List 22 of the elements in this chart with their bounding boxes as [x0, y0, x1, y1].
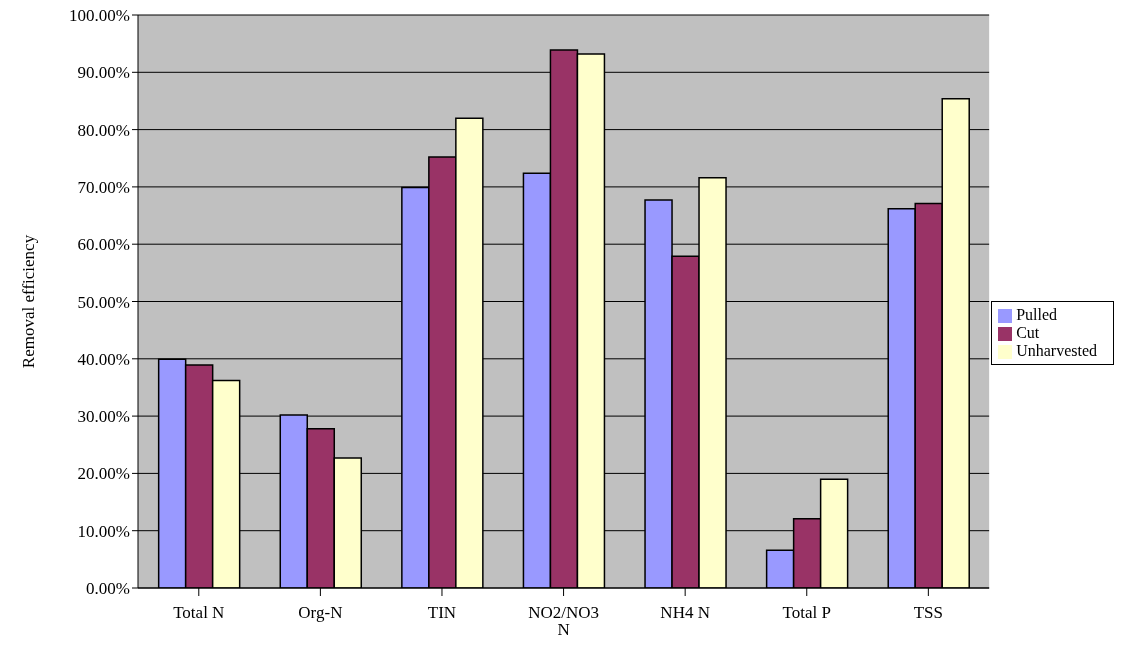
legend-label: Cut — [1016, 324, 1040, 341]
y-tick-label: 30.00% — [77, 407, 130, 427]
y-tick-label: 40.00% — [77, 349, 130, 369]
y-tick-label: 100.00% — [69, 6, 130, 26]
y-tick-label: 90.00% — [77, 63, 130, 83]
legend-label: Pulled — [1016, 306, 1058, 323]
x-tick-label: TSS — [913, 603, 943, 623]
y-axis-title: Removal efficiency — [19, 234, 39, 369]
y-tick-label: 10.00% — [77, 521, 130, 541]
y-tick-label: 60.00% — [77, 235, 130, 255]
y-tick-label: 50.00% — [77, 292, 130, 312]
x-tick-label: Total P — [782, 603, 831, 623]
x-tick-label: NO2/NO3 N — [528, 603, 599, 640]
x-tick-label: Org-N — [298, 603, 343, 623]
legend-label: Unharvested — [1016, 342, 1097, 359]
x-tick-label: Total N — [173, 603, 225, 623]
x-tick-label: NH4 N — [660, 603, 710, 623]
y-tick-label: 70.00% — [77, 177, 130, 197]
y-tick-label: 80.00% — [77, 120, 130, 140]
y-tick-label: 20.00% — [77, 464, 130, 484]
y-tick-label: 0.00% — [86, 579, 130, 599]
x-tick-label: TIN — [427, 603, 457, 623]
